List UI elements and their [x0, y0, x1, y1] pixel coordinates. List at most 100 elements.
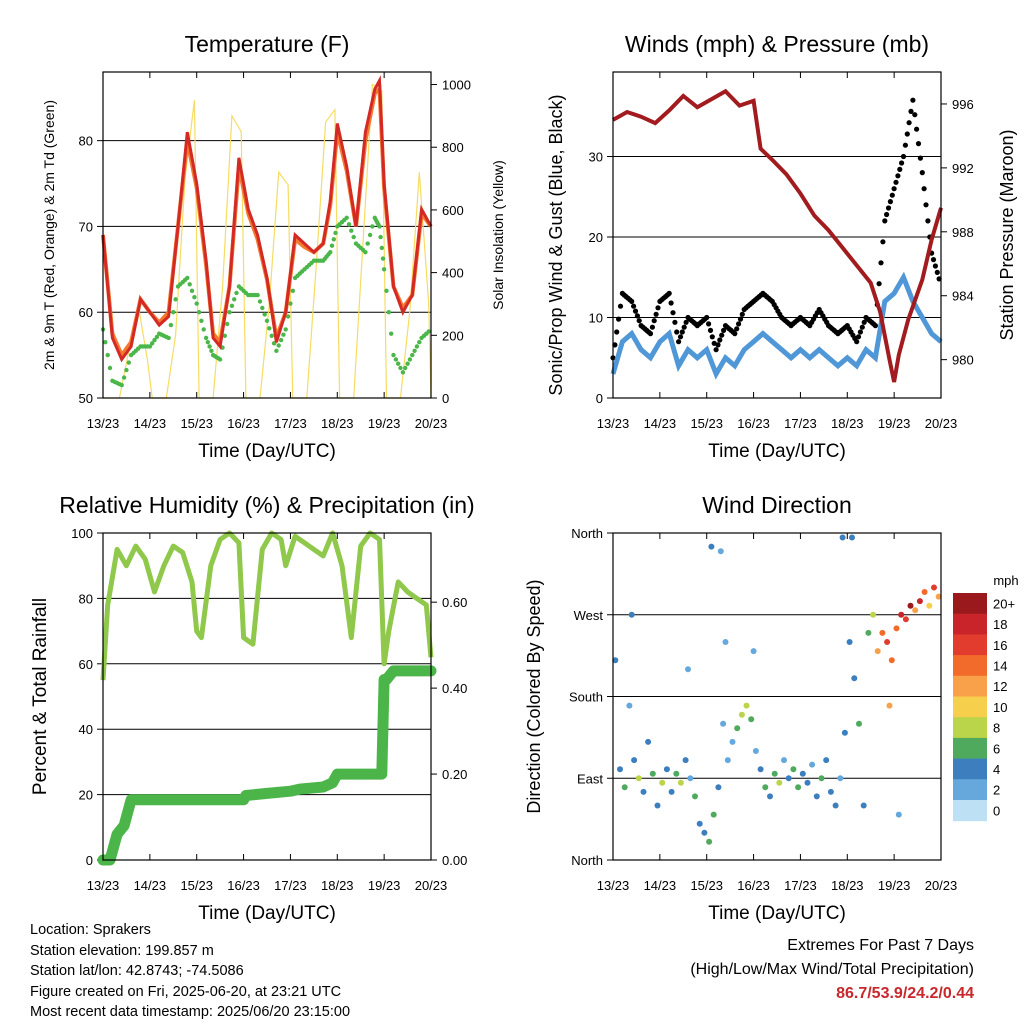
dewpoint-point	[377, 224, 382, 229]
dewpoint-point	[189, 288, 195, 293]
x-tick-label: 15/23	[180, 878, 213, 893]
dewpoint-point	[417, 340, 422, 345]
direction-point	[748, 716, 755, 723]
direction-point	[663, 766, 670, 773]
y-right-tick-label: 0.00	[442, 853, 467, 868]
dewpoint-point	[288, 301, 293, 306]
x-tick-label: 14/23	[644, 416, 677, 431]
x-axis-label: Time (Day/UTC)	[198, 441, 336, 462]
legend-label: 20+	[993, 596, 1015, 611]
direction-point	[870, 611, 877, 618]
y-tick-label: 50	[79, 391, 93, 406]
y-tick-label: 40	[79, 722, 93, 737]
y-tick-label: 60	[79, 657, 93, 672]
panel-title: Winds (mph) & Pressure (mb)	[625, 31, 929, 57]
direction-point	[841, 729, 848, 736]
dewpoint-point	[124, 367, 129, 373]
y-tick-label: East	[577, 771, 603, 786]
legend-swatch	[953, 655, 987, 677]
direction-point	[912, 607, 919, 614]
direction-point	[692, 793, 698, 800]
dewpoint-point	[386, 310, 391, 315]
legend-label: 16	[993, 638, 1007, 653]
y-right-tick-label: 400	[442, 266, 464, 281]
gust-point	[923, 202, 929, 208]
direction-point	[865, 629, 872, 636]
dewpoint-point	[260, 305, 265, 311]
direction-point	[804, 779, 811, 786]
x-tick-label: 16/23	[227, 416, 260, 431]
gust-point	[904, 131, 910, 137]
x-tick-label: 17/23	[274, 878, 307, 893]
direction-point	[809, 761, 816, 768]
dewpoint-point	[150, 341, 155, 346]
dewpoint-point	[414, 344, 420, 349]
dewpoint-point	[194, 301, 199, 306]
direction-point	[685, 666, 691, 673]
direction-point	[874, 648, 881, 655]
direction-point	[682, 757, 689, 764]
gust-point	[653, 311, 659, 317]
gust-point	[880, 239, 886, 245]
gust-point	[912, 112, 918, 118]
series-total-rainfall	[97, 665, 437, 866]
x-tick-label: 20/23	[415, 416, 448, 431]
panel-2: Relative Humidity (%) & Precipitation (i…	[30, 492, 475, 924]
dewpoint-point	[412, 348, 417, 353]
direction-point	[717, 548, 724, 555]
panel-title: Relative Humidity (%) & Precipitation (i…	[59, 492, 474, 518]
gust-point	[677, 334, 684, 340]
x-tick-label: 20/23	[925, 416, 958, 431]
gust-point	[612, 342, 618, 348]
gust-point	[672, 319, 678, 325]
direction-point	[734, 725, 741, 732]
dewpoint-point	[168, 322, 174, 328]
direction-point	[893, 625, 900, 632]
dewpoint-point	[384, 288, 389, 293]
direction-point	[762, 784, 769, 791]
dewpoint-point	[227, 310, 232, 315]
direction-point	[720, 720, 727, 727]
direction-point	[832, 802, 839, 809]
gust-point	[681, 324, 687, 330]
x-tick-label: 19/23	[878, 416, 911, 431]
legend-label: 18	[993, 617, 1007, 632]
x-tick-label: 13/23	[597, 416, 630, 431]
legend-title: mph	[993, 573, 1018, 588]
legend-swatch	[953, 779, 987, 801]
gust-point	[872, 323, 879, 329]
dewpoint-point	[283, 327, 288, 332]
direction-point	[710, 811, 717, 818]
direction-point	[654, 802, 661, 809]
gust-point	[707, 327, 714, 333]
gust-point	[721, 327, 727, 333]
extremes-values: 86.7/53.9/24.2/0.44	[836, 985, 974, 1002]
dewpoint-point	[285, 314, 291, 319]
station-elevation: Station elevation: 199.857 m	[30, 942, 214, 959]
direction-point	[926, 602, 933, 609]
panel-title: Wind Direction	[702, 492, 852, 518]
panel-0: Temperature (F)Time (Day/UTC)50607080020…	[41, 31, 506, 462]
direction-point	[837, 775, 844, 782]
direction-point	[884, 639, 891, 645]
gust-point	[854, 339, 860, 345]
gust-point	[737, 316, 744, 322]
plot-frame	[102, 71, 432, 399]
dewpoint-point	[328, 250, 333, 255]
gust-point	[732, 331, 738, 337]
legend-swatch	[953, 737, 987, 760]
direction-point	[687, 775, 694, 782]
dewpoint-point	[225, 321, 230, 327]
direction-point	[823, 757, 830, 764]
direction-point	[931, 584, 937, 591]
direction-point	[640, 788, 647, 795]
dewpoint-point	[346, 222, 352, 227]
x-tick-label: 14/23	[134, 416, 167, 431]
dewpoint-point	[349, 228, 354, 233]
extremes-title: Extremes For Past 7 Days	[787, 937, 974, 954]
dewpoint-point	[333, 230, 338, 236]
y-tick-label: North	[571, 526, 603, 541]
dewpoint-point	[107, 365, 113, 371]
dewpoint-point	[217, 357, 223, 362]
series-relative-humidity	[100, 530, 434, 681]
